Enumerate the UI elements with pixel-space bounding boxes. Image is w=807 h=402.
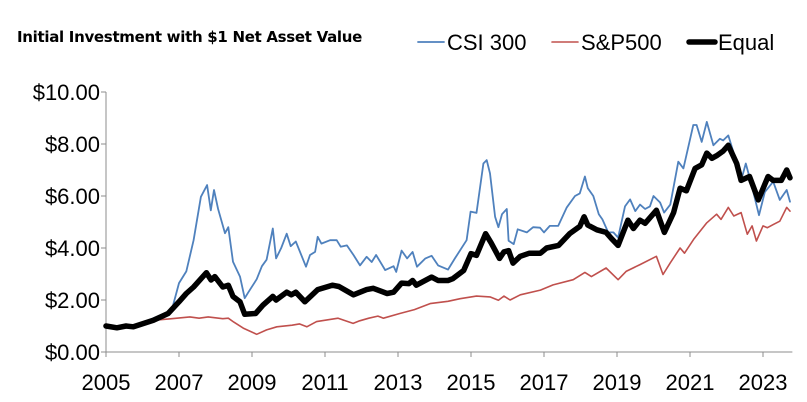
series-line-equal <box>103 142 793 331</box>
x-tick-label: 2011 <box>301 370 348 395</box>
y-tick-label: $6.00 <box>45 184 100 209</box>
legend-label-s-p500: S&P500 <box>581 30 662 55</box>
x-tick-label: 2015 <box>447 370 496 395</box>
axes: $0.00 $2.00 $4.00 $6.00 $8.00 $10.00 2005 2007 2… <box>33 80 793 395</box>
series-line-csi-300 <box>105 121 791 329</box>
x-tick-label: 2017 <box>520 370 569 395</box>
x-tick-label: 2023 <box>739 370 788 395</box>
y-tick-label: $10.00 <box>33 80 100 105</box>
y-tick-label: $2.00 <box>45 288 100 313</box>
series-line-s-p500 <box>105 206 791 336</box>
x-tick-label: 2013 <box>374 370 423 395</box>
x-tick-label: 2005 <box>82 370 131 395</box>
x-tick-label: 2021 <box>666 370 715 395</box>
legend-label-equal: Equal <box>718 30 774 55</box>
y-tick-label: $0.00 <box>45 340 100 365</box>
x-tick-label: 2009 <box>228 370 277 395</box>
y-tick-label: $4.00 <box>45 236 100 261</box>
y-tick-label: $8.00 <box>45 132 100 157</box>
x-tick-label: 2007 <box>155 370 204 395</box>
x-tick-label: 2019 <box>593 370 642 395</box>
legend: CSI 300 S&P500 Equal <box>417 30 774 55</box>
series-lines <box>103 121 793 336</box>
legend-label-csi-300: CSI 300 <box>447 30 527 55</box>
chart-title: Initial Investment with $1 Net Asset Val… <box>17 28 363 46</box>
